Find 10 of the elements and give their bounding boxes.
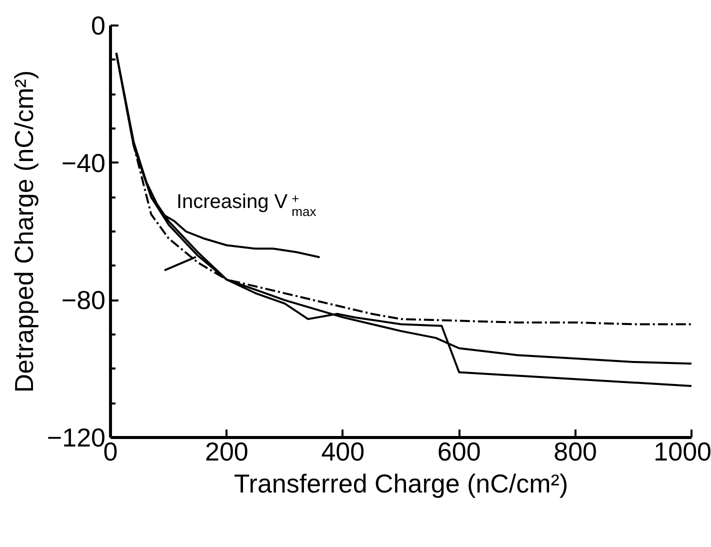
x-tick-label: 400: [321, 436, 365, 466]
x-tick-label: 800: [554, 436, 597, 466]
x-tick-label: 200: [205, 436, 248, 466]
y-tick-label: −80: [61, 285, 106, 316]
x-tick-label: 600: [437, 436, 481, 466]
y-axis-title: Detrapped Charge (nC/cm²): [8, 70, 39, 393]
y-tick-label: 0: [91, 10, 106, 40]
x-axis-title: Transferred Charge (nC/cm²): [234, 468, 568, 498]
y-tick-label: −40: [61, 148, 106, 178]
x-tick-label: 1000: [654, 436, 711, 466]
